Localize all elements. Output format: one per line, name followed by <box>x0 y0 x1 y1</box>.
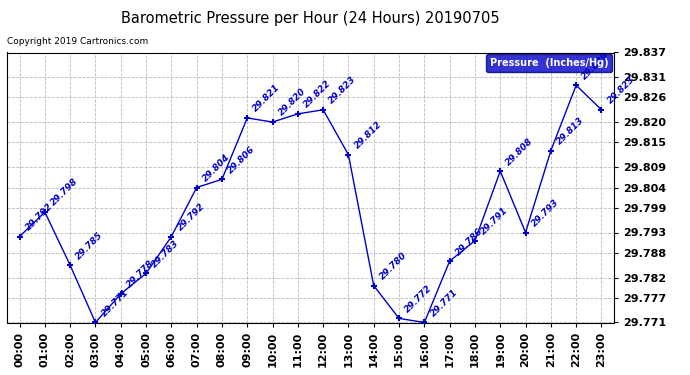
Text: 29.812: 29.812 <box>353 120 384 151</box>
Text: 29.793: 29.793 <box>530 198 560 228</box>
Text: 29.771: 29.771 <box>99 288 130 318</box>
Text: 29.792: 29.792 <box>175 202 206 232</box>
Text: 29.785: 29.785 <box>75 230 105 261</box>
Text: 29.778: 29.778 <box>125 259 156 290</box>
Text: 29.823: 29.823 <box>606 75 636 106</box>
Text: 29.821: 29.821 <box>251 83 282 114</box>
Text: 29.804: 29.804 <box>201 153 232 183</box>
Text: 29.783: 29.783 <box>150 238 181 269</box>
Text: 29.813: 29.813 <box>555 116 586 147</box>
Text: Copyright 2019 Cartronics.com: Copyright 2019 Cartronics.com <box>7 38 148 46</box>
Text: 29.808: 29.808 <box>504 136 535 167</box>
Legend: Pressure  (Inches/Hg): Pressure (Inches/Hg) <box>486 54 612 72</box>
Text: Barometric Pressure per Hour (24 Hours) 20190705: Barometric Pressure per Hour (24 Hours) … <box>121 11 500 26</box>
Text: 29.771: 29.771 <box>428 288 460 318</box>
Text: 29.791: 29.791 <box>479 206 510 237</box>
Text: 29.806: 29.806 <box>226 144 257 175</box>
Text: 29.792: 29.792 <box>23 202 55 232</box>
Text: 29.780: 29.780 <box>378 251 408 282</box>
Text: 29.829: 29.829 <box>580 50 611 81</box>
Text: 29.823: 29.823 <box>327 75 358 106</box>
Text: 29.820: 29.820 <box>277 87 308 118</box>
Text: 29.786: 29.786 <box>454 226 484 257</box>
Text: 29.798: 29.798 <box>49 177 80 208</box>
Text: 29.822: 29.822 <box>302 79 333 110</box>
Text: 29.772: 29.772 <box>403 284 434 314</box>
